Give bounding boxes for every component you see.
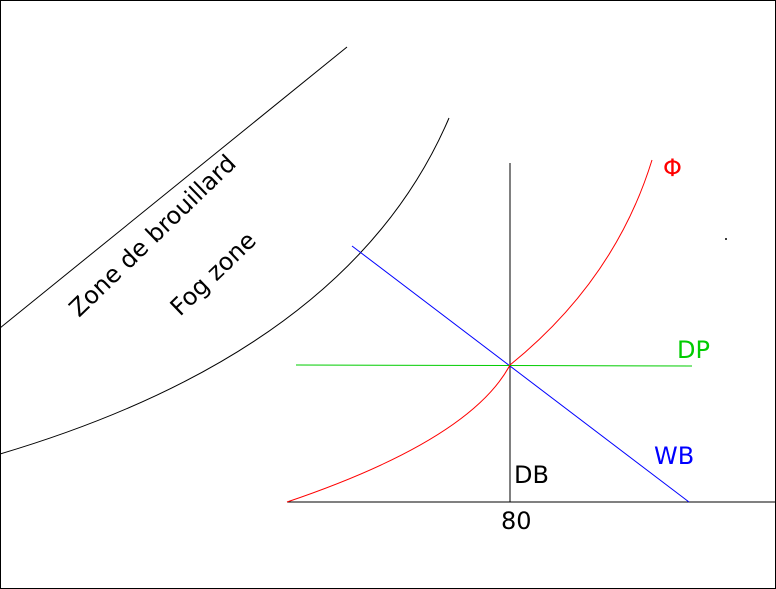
db-label: DB bbox=[514, 461, 549, 489]
dp-label: DP bbox=[677, 336, 710, 364]
fog-zone-upper-curve bbox=[0, 46, 348, 329]
fog-zone-lower-curve bbox=[0, 117, 450, 455]
phi-curve bbox=[286, 159, 653, 503]
wet-bulb-line bbox=[351, 245, 690, 503]
marker-dot bbox=[725, 238, 727, 240]
dew-point-line bbox=[295, 364, 693, 367]
phi-label: Φ bbox=[663, 154, 682, 182]
fog-zone-label-fr: Zone de brouillard bbox=[64, 149, 242, 322]
wb-label: WB bbox=[654, 442, 694, 470]
tick-label-80: 80 bbox=[501, 507, 532, 535]
fog-zone-label-en: Fog zone bbox=[165, 226, 262, 321]
